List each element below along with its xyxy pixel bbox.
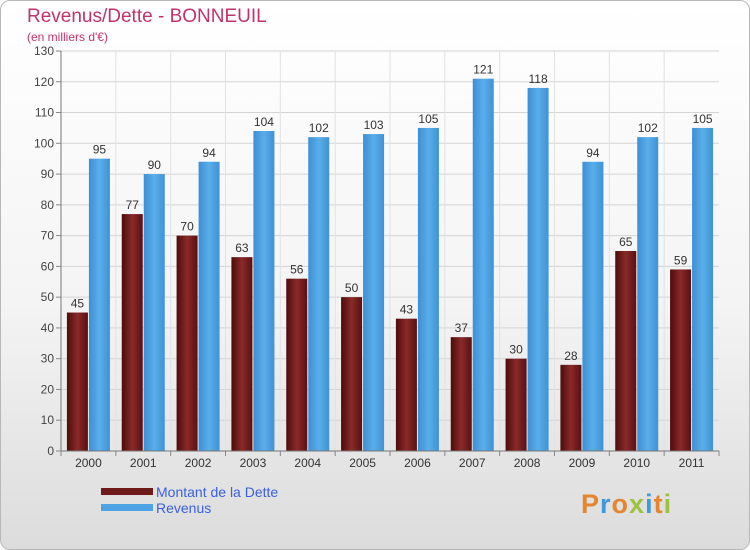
legend-label-revenus: Revenus	[156, 500, 212, 516]
y-tick-label: 40	[41, 321, 55, 335]
data-label-dette: 56	[290, 263, 304, 277]
data-label-dette: 45	[71, 297, 85, 311]
bars	[66, 78, 714, 452]
y-tick-label: 110	[35, 106, 54, 120]
data-label-dette: 59	[674, 253, 688, 267]
data-label-dette: 37	[455, 321, 469, 335]
data-label-dette: 50	[345, 281, 359, 295]
bar-dette	[66, 312, 88, 451]
bar-revenus	[637, 137, 659, 451]
grid-lines	[61, 50, 719, 451]
y-tick-label: 60	[41, 259, 55, 273]
data-label-dette: 43	[400, 303, 414, 317]
data-label-revenus: 118	[529, 72, 548, 86]
y-tick-label: 30	[41, 352, 55, 366]
logo-letter: P	[581, 489, 601, 519]
bar-revenus	[527, 87, 549, 451]
bar-dette	[176, 235, 198, 451]
data-label-revenus: 90	[148, 158, 162, 172]
y-tick-label: 80	[41, 198, 55, 212]
bar-dette	[560, 364, 582, 451]
x-tick-label: 2000	[75, 456, 102, 470]
x-tick-label: 2004	[294, 456, 321, 470]
x-tick-label: 2003	[240, 456, 267, 470]
legend-swatch-revenus	[101, 504, 153, 511]
data-label-revenus: 94	[202, 146, 216, 160]
y-tick-label: 10	[41, 413, 55, 427]
y-tick-label: 130	[34, 44, 54, 58]
legend-swatch-dette	[101, 488, 153, 495]
logo-letter: i	[663, 489, 673, 519]
axes: 0 10 20 30 40 50 60 70 80 90 100 110 120 130 2000 2001 2…	[34, 44, 720, 470]
bar-revenus	[472, 78, 494, 451]
logo-letter: t	[653, 489, 664, 519]
bar-dette	[615, 251, 637, 451]
chart-title: Revenus/Dette - BONNEUIL	[27, 6, 267, 27]
data-label-dette: 65	[619, 235, 633, 249]
bar-revenus	[308, 137, 330, 451]
y-tick-label: 50	[41, 290, 55, 304]
y-tick-label: 70	[41, 229, 55, 243]
chart-subtitle: (en milliers d'€)	[27, 30, 108, 44]
bar-revenus	[198, 161, 220, 451]
bar-revenus	[582, 161, 604, 451]
y-tick-label: 0	[47, 444, 54, 458]
x-tick-label: 2006	[404, 456, 431, 470]
data-label-revenus: 105	[418, 112, 438, 126]
y-tick-label: 120	[34, 75, 54, 89]
data-label-dette: 63	[235, 241, 249, 255]
x-tick-label: 2002	[185, 456, 212, 470]
logo-letter: x	[629, 489, 646, 519]
y-tick-label: 20	[41, 382, 55, 396]
x-tick-label: 2011	[679, 456, 705, 470]
bar-dette	[670, 269, 692, 451]
bar-revenus	[417, 127, 439, 451]
proxiti-logo: Proxiti	[581, 489, 672, 520]
data-label-revenus: 105	[693, 112, 713, 126]
data-label-revenus: 103	[364, 118, 384, 132]
data-label-revenus: 94	[586, 146, 600, 160]
legend-label-dette: Montant de la Dette	[156, 484, 279, 500]
data-label-revenus: 102	[309, 121, 329, 135]
y-tick-label: 90	[41, 167, 55, 181]
data-label-dette: 30	[509, 343, 523, 357]
x-tick-label: 2008	[514, 456, 541, 470]
logo-letter: r	[600, 489, 612, 519]
data-label-revenus: 95	[93, 143, 107, 157]
y-tick-label: 100	[34, 136, 54, 150]
data-label-revenus: 104	[254, 115, 274, 129]
data-label-revenus: 121	[473, 63, 493, 77]
x-tick-label: 2001	[130, 456, 157, 470]
x-tick-label: 2009	[569, 456, 596, 470]
bar-revenus	[692, 127, 714, 451]
bar-dette	[505, 358, 527, 451]
data-label-dette: 77	[126, 198, 140, 212]
bar-revenus	[143, 174, 165, 452]
bar-revenus	[253, 131, 275, 451]
bar-dette	[231, 257, 253, 451]
bar-dette	[450, 337, 472, 451]
data-labels: 45 95 77 90 70 94 63 104 56 102 50 103 43 105 37 121 30 1…	[71, 63, 713, 363]
logo-letter: o	[611, 489, 630, 519]
logo-letter: i	[645, 489, 654, 519]
bar-dette	[121, 214, 143, 451]
data-label-revenus: 102	[638, 121, 658, 135]
x-tick-label: 2007	[459, 456, 486, 470]
data-label-dette: 70	[180, 220, 194, 234]
bar-revenus	[363, 134, 385, 452]
x-tick-label: 2010	[623, 456, 650, 470]
bar-revenus	[88, 158, 110, 451]
x-tick-label: 2005	[349, 456, 376, 470]
bar-dette	[286, 278, 308, 451]
bar-dette	[341, 297, 363, 451]
data-label-dette: 28	[564, 349, 578, 363]
bar-dette	[395, 318, 417, 451]
